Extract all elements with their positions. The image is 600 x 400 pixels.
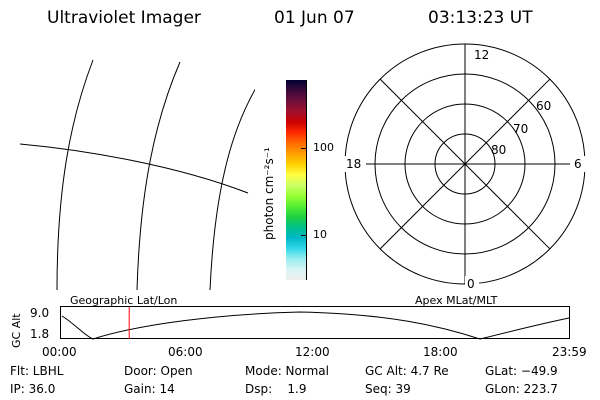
- timeline-left-label: Geographic Lat/Lon: [70, 294, 178, 307]
- timeline-axis-title: GC Alt: [10, 313, 23, 348]
- altitude-curve: [61, 311, 570, 340]
- latitude-line: [19, 143, 249, 194]
- status-gc-alt: GC Alt: 4.7 Re: [365, 364, 449, 378]
- polar-clock-label: 0: [467, 277, 475, 291]
- longitude-line: [209, 88, 255, 290]
- timeline-y-tick: 9.0: [30, 306, 50, 320]
- timeline-right-label: Apex MLat/MLT: [415, 294, 498, 307]
- polar-clock-label: 6: [574, 157, 582, 171]
- longitude-line: [56, 59, 94, 290]
- timeline-x-tick: 12:00: [295, 345, 330, 359]
- polar-lat-label: 60: [536, 99, 551, 113]
- status-dsp: Dsp: 1.9: [245, 382, 307, 396]
- geographic-image-panel: [19, 59, 255, 290]
- polar-clock-label: 18: [346, 157, 361, 171]
- polar-diagonal: [379, 78, 551, 250]
- status-filter: Flt: LBHL: [10, 364, 64, 378]
- color-bar-axis: [306, 80, 307, 280]
- color-bar: [286, 80, 306, 280]
- polar-plot: 12 18 6 0 60 70 80: [344, 43, 586, 291]
- status-glat: GLat: −49.9: [485, 364, 558, 378]
- time-label: 03:13:23 UT: [428, 8, 533, 28]
- longitude-line: [136, 61, 181, 290]
- color-bar-tick-label: 100: [313, 141, 334, 154]
- status-mode: Mode: Normal: [245, 364, 329, 378]
- timeline-frame: [60, 306, 570, 339]
- polar-lat-label: 80: [491, 143, 506, 157]
- status-ip: IP: 36.0: [10, 382, 56, 396]
- polar-clock-label: 12: [474, 48, 489, 62]
- status-gain: Gain: 14: [124, 382, 175, 396]
- status-door: Door: Open: [124, 364, 193, 378]
- color-bar-tick: [301, 148, 306, 149]
- color-bar-tick-label: 10: [313, 228, 327, 241]
- app-title: Ultraviolet Imager: [47, 8, 201, 28]
- color-bar-label: photon cm⁻²s⁻¹: [262, 147, 276, 240]
- timeline-x-tick: 00:00: [42, 345, 77, 359]
- status-seq: Seq: 39: [365, 382, 411, 396]
- date-label: 01 Jun 07: [274, 8, 355, 28]
- polar-lat-label: 70: [513, 122, 528, 136]
- status-glon: GLon: 223.7: [485, 382, 558, 396]
- timeline-x-tick: 06:00: [168, 345, 203, 359]
- timeline-y-tick: 1.8: [30, 327, 50, 341]
- color-bar-tick: [301, 235, 306, 236]
- timeline-x-tick: 23:59: [552, 345, 587, 359]
- altitude-timeline: [60, 306, 570, 340]
- timeline-x-tick: 18:00: [423, 345, 458, 359]
